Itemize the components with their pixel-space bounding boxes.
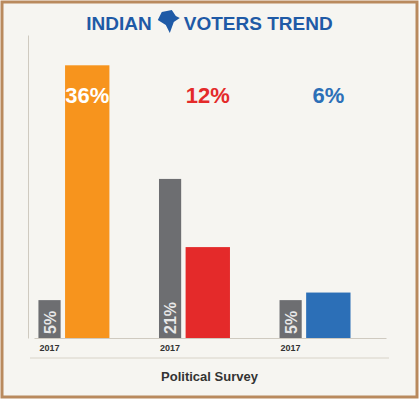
title-text: INDIAN (86, 13, 151, 34)
series-label: 2017 (39, 343, 59, 353)
chart: 5% 2017 21% 2017 5% 2017 36% 12% 6% INDIAN VOTERS … (0, 0, 419, 399)
bar (186, 247, 230, 338)
y-axis (28, 36, 29, 339)
title: INDIAN VOTERS TREND (86, 10, 332, 34)
data-label: 21% (162, 302, 179, 334)
series-label: 2017 (160, 343, 180, 353)
x-axis-line (35, 338, 387, 339)
x-axis-title: Political Survey (161, 369, 259, 384)
separator (30, 358, 389, 359)
bar (306, 293, 350, 338)
data-label: 5% (42, 311, 59, 334)
bars (38, 65, 350, 338)
bar (38, 300, 60, 338)
bar (65, 65, 109, 338)
labels: 5% 2017 21% 2017 5% 2017 36% 12% 6% (39, 83, 344, 353)
bar (159, 179, 181, 338)
data-label: 5% (283, 311, 300, 334)
frame (2, 2, 417, 397)
bar (280, 300, 302, 338)
title-text: VOTERS TREND (184, 13, 333, 34)
y-axis-line (28, 36, 29, 339)
series-label: 2017 (281, 343, 301, 353)
data-label: 6% (312, 83, 344, 108)
data-label: 12% (186, 83, 230, 108)
data-label: 36% (65, 83, 109, 108)
title-icon (158, 10, 180, 33)
x-axis (35, 338, 387, 339)
